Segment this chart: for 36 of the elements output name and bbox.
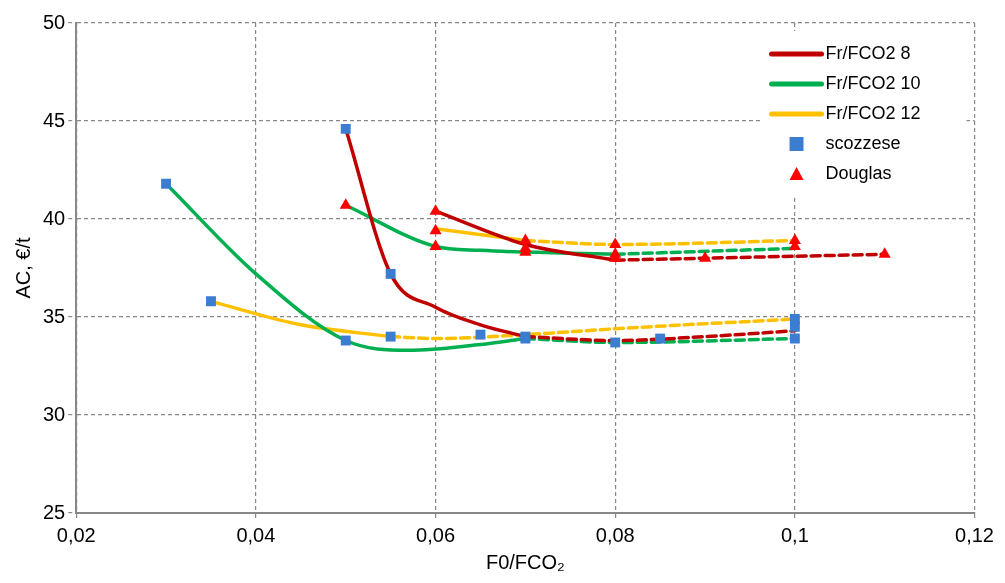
- legend-label: Fr/FCO2 12: [825, 102, 921, 123]
- point: [609, 237, 622, 248]
- point: [789, 314, 800, 324]
- point: [339, 198, 352, 209]
- point: [429, 239, 442, 250]
- x-tick-label: 0,12: [955, 523, 995, 546]
- y-tick-label: 30: [43, 402, 66, 425]
- legend-label: Douglas: [825, 162, 892, 183]
- point: [385, 268, 396, 279]
- x-tick-label: 0,08: [595, 523, 635, 546]
- x-tick-label: 0,04: [236, 523, 276, 546]
- x-tick-label: 0,1: [780, 523, 809, 546]
- x-axis-title: F0/FCO₂: [485, 550, 565, 573]
- y-axis-title: AC, €/t: [11, 236, 34, 299]
- y-tick-label: 45: [43, 108, 66, 131]
- y-tick-label: 50: [43, 10, 66, 33]
- legend-label: scozzese: [825, 132, 901, 153]
- point: [789, 333, 800, 344]
- point: [429, 204, 442, 215]
- x-tick-label: 0,06: [416, 523, 456, 546]
- y-tick-label: 40: [43, 206, 66, 229]
- x-tick-label: 0,02: [56, 523, 96, 546]
- point: [340, 335, 351, 346]
- y-tick-label: 25: [43, 500, 66, 523]
- point: [655, 333, 666, 344]
- point: [385, 331, 396, 342]
- point: [519, 233, 532, 245]
- legend-label: Fr/FCO2 8: [825, 42, 911, 63]
- point: [878, 247, 891, 258]
- legend-label: Fr/FCO2 10: [825, 72, 921, 93]
- point: [698, 251, 712, 262]
- point: [475, 329, 486, 340]
- point: [610, 337, 621, 348]
- y-tick-label: 35: [43, 304, 66, 327]
- point: [206, 296, 216, 307]
- point: [429, 223, 442, 235]
